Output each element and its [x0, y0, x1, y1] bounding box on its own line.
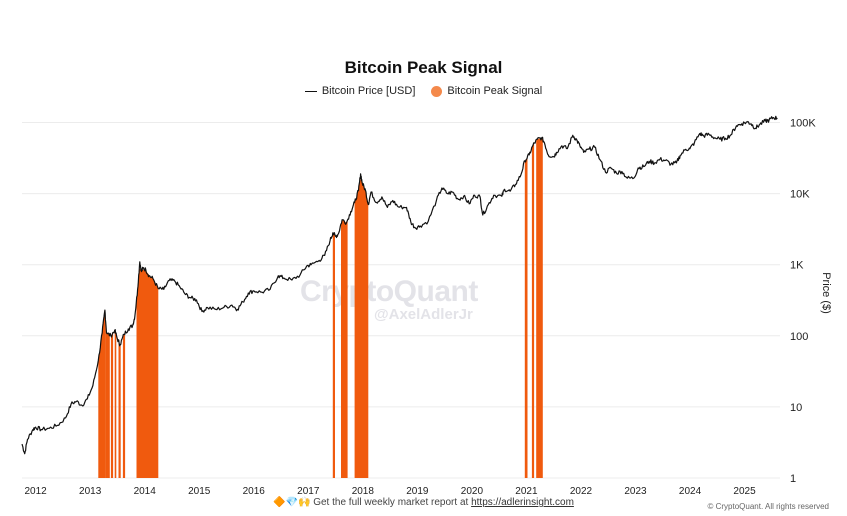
footer-note: 🔶💎🙌 Get the full weekly market report at…	[0, 497, 847, 508]
peak-signal-bar	[114, 330, 117, 478]
y-tick-label: 1	[790, 473, 796, 485]
legend-dot-icon	[431, 85, 443, 97]
x-tick-label: 2013	[79, 486, 102, 497]
x-tick-label: 2012	[25, 486, 48, 497]
x-tick-label: 2014	[134, 486, 157, 497]
legend-item-signal[interactable]: Bitcoin Peak Signal	[431, 85, 542, 97]
x-tick-label: 2025	[733, 486, 756, 497]
y-tick-label: 100K	[790, 118, 816, 130]
peak-signal-bar	[536, 138, 543, 478]
peak-signal-bars	[98, 138, 543, 478]
peak-signal-bar	[98, 312, 106, 478]
x-tick-label: 2023	[624, 486, 647, 497]
watermark-handle: @AxelAdlerJr	[374, 306, 473, 323]
copyright-text: © CryptoQuant. All rights reserved	[707, 502, 830, 511]
x-tick-label: 2018	[352, 486, 375, 497]
x-tick-label: 2024	[679, 486, 702, 497]
chart-gridlines	[22, 122, 780, 479]
price-line	[21, 115, 778, 455]
peak-signal-bar	[122, 333, 126, 478]
peak-signal-bar	[118, 341, 121, 478]
price-line-group	[21, 115, 778, 455]
y-tick-label: 1K	[790, 260, 804, 272]
legend-line-icon	[304, 90, 317, 92]
peak-signal-bar	[110, 332, 114, 478]
peak-signal-bar	[136, 268, 159, 478]
x-tick-label: 2020	[461, 486, 484, 497]
y-axis: 100K 10K 1K 100 10 1 Price ($)	[790, 118, 832, 485]
legend-item-price[interactable]: Bitcoin Price [USD]	[304, 85, 416, 97]
y-tick-label: 10	[790, 402, 802, 414]
footer-link[interactable]: https://adlerinsight.com	[471, 497, 574, 508]
x-tick-label: 2019	[406, 486, 429, 497]
y-tick-label: 10K	[790, 189, 810, 201]
x-tick-label: 2015	[188, 486, 211, 497]
y-tick-label: 100	[790, 331, 808, 343]
peak-signal-bar	[341, 219, 348, 478]
peak-signal-bar	[524, 157, 528, 478]
footer-text: Get the full weekly market report at	[313, 497, 469, 508]
footer-emoji: 🔶💎🙌	[273, 497, 311, 508]
x-tick-label: 2017	[297, 486, 320, 497]
watermark-brand: CryptoQuant	[300, 275, 478, 308]
peak-signal-bar	[332, 232, 335, 478]
y-axis-label: Price ($)	[820, 272, 832, 314]
peak-signal-bar	[105, 317, 110, 478]
peak-signal-bar	[531, 143, 535, 478]
x-tick-label: 2022	[570, 486, 593, 497]
legend-label-signal: Bitcoin Peak Signal	[447, 85, 543, 97]
x-tick-label: 2016	[243, 486, 266, 497]
chart-legend: Bitcoin Price [USD] Bitcoin Peak Signal	[0, 85, 847, 97]
peak-signal-bar	[354, 178, 369, 478]
x-axis: 2012 2013 2014 2015 2016 2017 2018 2019 2020 2021…	[25, 486, 757, 497]
x-tick-label: 2021	[515, 486, 538, 497]
legend-label-price: Bitcoin Price [USD]	[321, 85, 416, 97]
chart-title: Bitcoin Peak Signal	[344, 58, 503, 77]
